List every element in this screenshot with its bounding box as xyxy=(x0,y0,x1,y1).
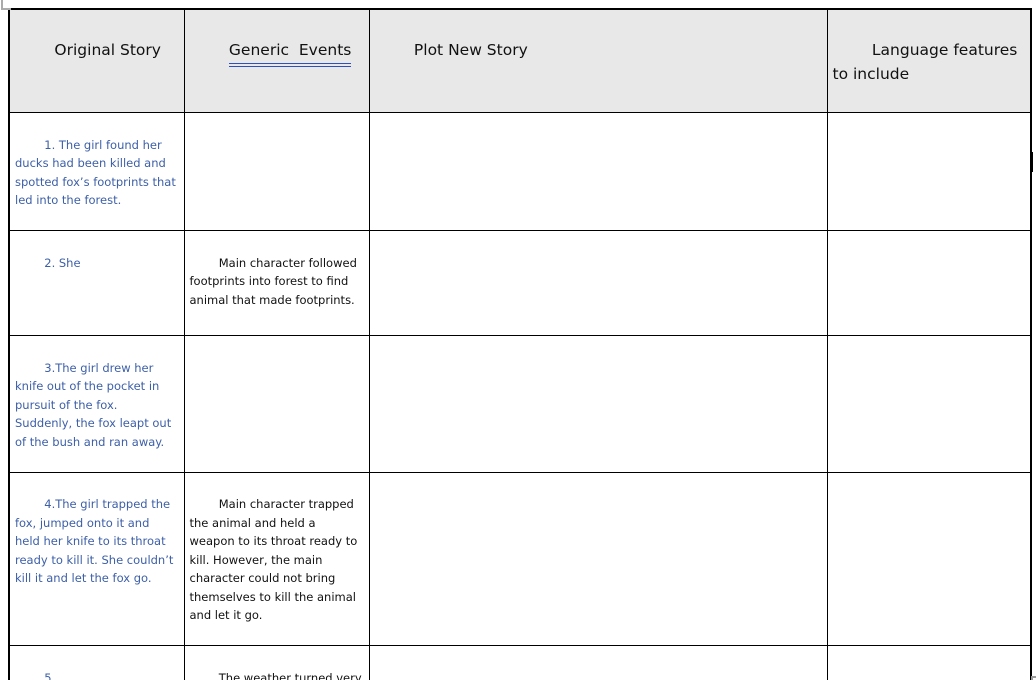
cell-original-1[interactable]: 1. The girl found her ducks had been kil… xyxy=(8,112,185,231)
cell-language-5[interactable] xyxy=(826,645,1032,680)
header-plot-new-story[interactable]: Plot New Story xyxy=(368,8,828,113)
table-row: 2. She Main character followed footprint… xyxy=(8,230,1032,336)
cell-original-2[interactable]: 2. She xyxy=(8,230,185,336)
cell-plot-4[interactable] xyxy=(368,471,828,646)
cell-generic-3[interactable] xyxy=(183,335,370,473)
cell-language-2[interactable] xyxy=(826,230,1032,336)
header-plot-new-story-label: Plot New Story xyxy=(413,41,528,59)
original-story-text-4: 4.The girl trapped the fox, jumped onto … xyxy=(15,497,178,585)
table-row: 3.The girl drew her knife out of the poc… xyxy=(8,335,1032,473)
table-row: 5. The weather turned very cold and the … xyxy=(8,645,1032,680)
header-generic-events-label: Generic Events xyxy=(228,38,352,67)
cell-generic-1[interactable] xyxy=(183,112,370,231)
header-generic-events[interactable]: Generic Events xyxy=(183,8,370,113)
header-row: Original Story Generic Events Plot New S… xyxy=(8,8,1032,113)
text-cursor-caret xyxy=(1031,152,1033,172)
table-row: 1. The girl found her ducks had been kil… xyxy=(8,112,1032,231)
cell-generic-2[interactable]: Main character followed footprints into … xyxy=(183,230,370,336)
cell-plot-3[interactable] xyxy=(368,335,828,473)
cell-language-1[interactable] xyxy=(826,112,1032,231)
header-language-features-label: Language features to include xyxy=(832,41,1023,83)
original-story-text-1: 1. The girl found her ducks had been kil… xyxy=(15,137,180,208)
original-story-text-3: 3.The girl drew her knife out of the poc… xyxy=(15,360,175,449)
cell-plot-5[interactable] xyxy=(368,645,828,680)
generic-events-text-5-before: The weather turned very xyxy=(218,670,366,680)
cell-original-4[interactable]: 4.The girl trapped the fox, jumped onto … xyxy=(8,471,185,646)
cell-original-3[interactable]: 3.The girl drew her knife out of the poc… xyxy=(8,335,185,473)
scroll-corner-artifact xyxy=(1,0,11,10)
cell-generic-5[interactable]: The weather turned very cold and the mai… xyxy=(183,645,370,680)
generic-events-text-4: Main character trapped the animal and he… xyxy=(189,497,361,622)
cell-plot-2[interactable] xyxy=(368,230,828,336)
table-resize-handle[interactable] xyxy=(1031,676,1036,680)
header-original-story[interactable]: Original Story xyxy=(8,8,185,113)
cell-plot-1[interactable] xyxy=(368,112,828,231)
original-story-text-5: 5. xyxy=(44,670,56,680)
original-story-text-2: 2. She xyxy=(44,255,81,270)
header-original-story-label: Original Story xyxy=(54,41,161,59)
table-row: 4.The girl trapped the fox, jumped onto … xyxy=(8,471,1032,646)
generic-events-text-2: Main character followed footprints into … xyxy=(189,255,361,307)
story-planning-table: Original Story Generic Events Plot New S… xyxy=(8,8,1032,680)
cell-original-5[interactable]: 5. xyxy=(8,645,185,680)
cell-generic-4[interactable]: Main character trapped the animal and he… xyxy=(183,471,370,646)
header-language-features[interactable]: Language features to include xyxy=(826,8,1032,113)
cell-language-4[interactable] xyxy=(826,471,1032,646)
cell-language-3[interactable] xyxy=(826,335,1032,473)
